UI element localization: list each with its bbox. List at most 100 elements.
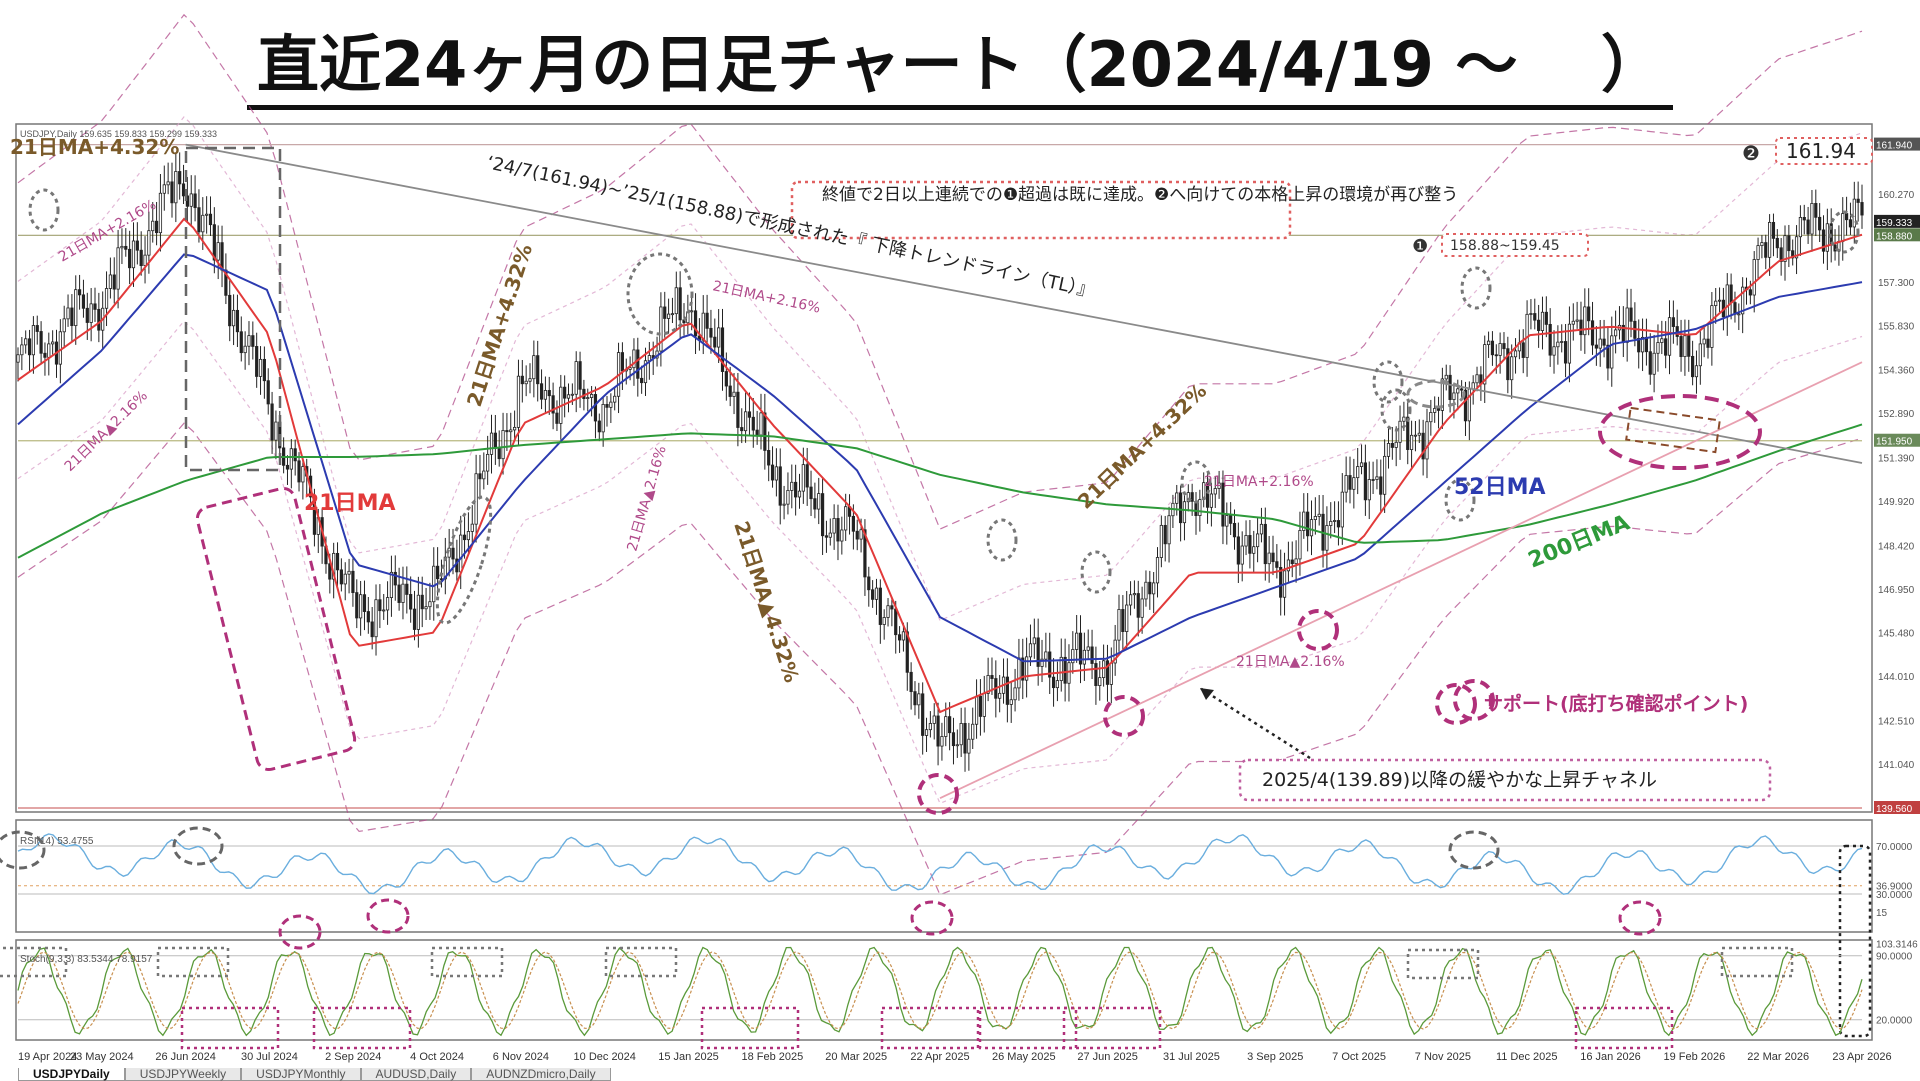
candle-body (235, 309, 240, 333)
candle-body (1433, 408, 1437, 413)
candle-body (359, 594, 363, 619)
candle-body (894, 608, 898, 636)
candle-body (1679, 336, 1683, 357)
candle-body (1259, 523, 1264, 535)
candle-body (513, 426, 517, 431)
candle-body (678, 287, 682, 321)
range1-box (1441, 233, 1589, 257)
candle-body (867, 576, 871, 591)
chart-tabs: USDJPYDaily USDJPYWeekly USDJPYMonthly A… (18, 1068, 611, 1081)
candle-body (990, 675, 994, 679)
candle-body (301, 466, 305, 483)
candle-body (1748, 289, 1752, 296)
peak-marker (1460, 266, 1492, 310)
rsi-label: RSI(14) 53.4755 (20, 836, 94, 847)
candle-body (974, 695, 979, 725)
candle-body (1806, 219, 1810, 235)
candle-body (751, 416, 755, 431)
candle-body (216, 242, 220, 261)
candle-body (205, 213, 209, 216)
candle-body (1117, 609, 1121, 641)
candle-body (944, 716, 948, 737)
candle-body (35, 325, 39, 332)
stoch-tick: 20.0000 (1876, 1016, 1913, 1027)
candle-body (174, 171, 178, 204)
high-zone-box (184, 146, 282, 472)
candle-body (1436, 408, 1441, 411)
candle-body (874, 587, 879, 600)
candle-body (951, 732, 956, 747)
candle-body (470, 523, 474, 532)
candle-body (158, 192, 163, 234)
candle-body (1109, 662, 1113, 685)
candle-body (424, 606, 428, 610)
price-label-text: 159.333 (1876, 218, 1913, 229)
candle-body (154, 220, 159, 234)
candle-body (1098, 677, 1102, 687)
candle-body (717, 327, 721, 348)
channel-label-box (1238, 758, 1772, 802)
annot-ma21-plus-432-topleft: 21日MA+4.32% (10, 135, 179, 159)
x-tick-label: 23 May 2024 (70, 1051, 134, 1063)
candle-body (528, 378, 532, 382)
y-tick-label: 141.040 (1878, 760, 1915, 771)
candle-body (797, 490, 802, 498)
candle-body (1148, 581, 1152, 595)
candle-body (836, 518, 840, 542)
candle-body (258, 358, 263, 377)
label-ma52: 52日MA (1454, 475, 1546, 500)
candle-body (1548, 323, 1552, 356)
x-tick-label: 30 Jul 2024 (241, 1051, 298, 1063)
candle-body (524, 380, 528, 385)
candle-body (643, 360, 648, 384)
candle-body (70, 307, 74, 327)
page-title: 直近24ヶ月の日足チャート（2024/4/19 ～ ） (0, 14, 1920, 110)
tab-audusd-daily[interactable]: AUDUSD,Daily (360, 1068, 472, 1081)
y-tick-label: 144.010 (1878, 672, 1915, 683)
candle-body (1640, 336, 1645, 353)
candle-body (505, 430, 509, 433)
candle-body (124, 245, 128, 250)
candle-body (809, 486, 813, 500)
candle-body (1456, 388, 1460, 394)
candle-body (640, 377, 644, 384)
tab-usdjpy-daily[interactable]: USDJPYDaily (18, 1068, 125, 1081)
candle-body (486, 453, 490, 472)
candle-body (940, 736, 944, 747)
candle-body (1460, 388, 1464, 391)
candle-body (366, 611, 370, 623)
candle-body (1252, 546, 1256, 554)
stoch-signal-line (17, 951, 1863, 1030)
label-ma200: 200日MA (1525, 510, 1633, 573)
candle-body (909, 671, 913, 693)
candle-body (20, 344, 24, 356)
candle-body (574, 361, 578, 395)
candle-body (135, 240, 139, 251)
tl-break-marker (1406, 379, 1466, 409)
y-tick-label: 152.890 (1878, 409, 1915, 420)
ma52-line (17, 253, 1863, 663)
price-label-text: 151.950 (1876, 437, 1913, 448)
candle-body (1409, 434, 1414, 450)
rsi-tick: 36.9000 (1876, 882, 1913, 893)
candle-body (1371, 479, 1375, 481)
candle-body (1398, 420, 1402, 443)
candle-body (1105, 660, 1110, 685)
mark-1: ❶ (1412, 236, 1428, 257)
candle-body (1025, 656, 1029, 681)
tab-audnzd-daily[interactable]: AUDNZDmicro,Daily (471, 1068, 611, 1081)
candle-body (501, 430, 505, 460)
candle-body (1406, 416, 1410, 450)
candle-body (1075, 632, 1079, 650)
candle-body (666, 313, 671, 319)
candle-body (882, 617, 886, 625)
candle-body (274, 421, 278, 441)
candle-body (139, 249, 143, 267)
candle-body (871, 589, 875, 600)
tab-usdjpy-weekly[interactable]: USDJPYWeekly (124, 1068, 242, 1081)
candle-body (632, 349, 636, 369)
candle-body (401, 583, 405, 603)
tab-usdjpy-monthly[interactable]: USDJPYMonthly (241, 1068, 361, 1081)
x-tick-label: 3 Sep 2025 (1247, 1051, 1303, 1063)
annot-ma21-minus-216-b: 21日MA▲2.16% (624, 444, 669, 553)
